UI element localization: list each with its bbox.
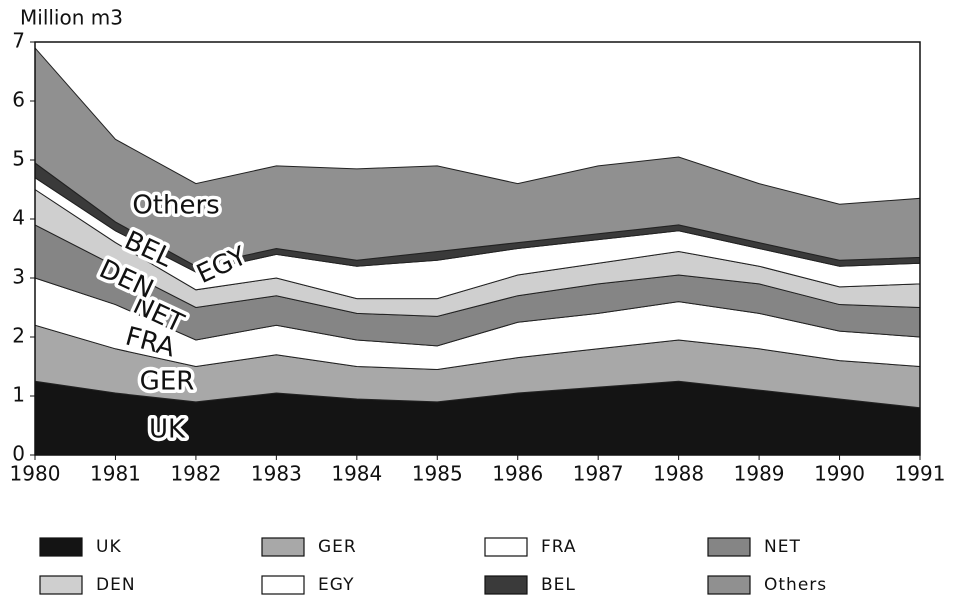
x-tick-label: 1984 <box>331 462 382 486</box>
series-annotation: Others <box>132 191 219 221</box>
y-tick-label: 6 <box>12 88 25 112</box>
x-tick-label: 1990 <box>814 462 865 486</box>
legend-swatch <box>707 537 751 557</box>
legend-swatch <box>261 575 305 595</box>
legend-swatch <box>261 537 305 557</box>
legend-label: NET <box>764 537 801 557</box>
x-tick-label: 1982 <box>170 462 221 486</box>
legend-label: DEN <box>96 575 136 595</box>
legend-swatch <box>484 575 528 595</box>
x-tick-label: 1987 <box>573 462 624 486</box>
y-tick-label: 3 <box>12 265 25 289</box>
legend-swatch <box>484 537 528 557</box>
legend-label: BEL <box>541 575 576 595</box>
area <box>34 46 921 267</box>
y-tick-label: 2 <box>12 324 25 348</box>
legend-swatch <box>39 537 83 557</box>
y-tick-label: 4 <box>12 206 25 230</box>
x-tick-label: 1980 <box>10 462 61 486</box>
series-annotation: UK <box>149 415 186 445</box>
y-axis-label: Million m3 <box>20 6 123 30</box>
legend-swatch <box>707 575 751 595</box>
x-tick-label: 1989 <box>734 462 785 486</box>
y-tick-label: 5 <box>12 147 25 171</box>
legend-label: EGY <box>318 575 354 595</box>
legend-swatch <box>39 575 83 595</box>
y-tick-label: 7 <box>12 29 25 53</box>
x-tick-label: 1991 <box>895 462 946 486</box>
legend-label: UK <box>96 537 122 557</box>
x-tick-label: 1985 <box>412 462 463 486</box>
y-tick-label: 0 <box>12 442 25 466</box>
y-tick-label: 1 <box>12 383 25 407</box>
plot-frame <box>34 41 921 456</box>
series-annotation: GER <box>140 367 195 397</box>
legend-label: GER <box>318 537 357 557</box>
x-tick-label: 1988 <box>653 462 704 486</box>
legend-label: Others <box>764 575 827 595</box>
x-tick-label: 1986 <box>492 462 543 486</box>
x-tick-label: 1981 <box>90 462 141 486</box>
legend-label: FRA <box>541 537 577 557</box>
x-tick-label: 1983 <box>251 462 302 486</box>
